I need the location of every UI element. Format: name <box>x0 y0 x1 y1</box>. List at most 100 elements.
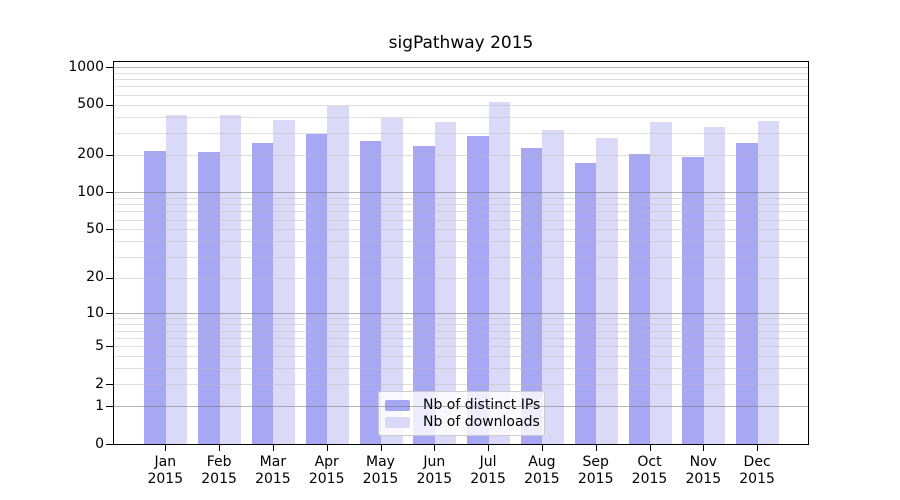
legend-label-distinct-ips: Nb of distinct IPs <box>423 397 541 413</box>
x-label-month: Jan <box>154 454 177 470</box>
minor-gridline <box>114 346 808 348</box>
minor-gridline <box>114 104 808 106</box>
y-axis-line <box>113 61 114 445</box>
bar-downloads-jul <box>488 102 511 444</box>
x-tick-label-jul: Jul 2015 <box>461 454 515 488</box>
x-tick <box>488 445 490 451</box>
x-label-year: 2015 <box>470 471 506 487</box>
top-spine <box>113 61 809 62</box>
y-tick <box>106 154 113 156</box>
minor-gridline <box>114 229 808 231</box>
bar-downloads-dec <box>757 121 780 444</box>
x-tick <box>219 445 221 451</box>
minor-gridline <box>114 94 808 96</box>
bar-distinct-ips-aug <box>520 148 543 444</box>
legend-item-downloads: Nb of downloads <box>385 414 540 430</box>
minor-gridline <box>114 318 808 320</box>
x-label-month: Oct <box>637 454 662 470</box>
x-tick-label-sep: Sep 2015 <box>569 454 623 488</box>
y-tick-label: 10 <box>86 304 104 321</box>
y-tick <box>106 104 113 106</box>
x-label-month: Apr <box>314 454 339 470</box>
legend-swatch-distinct-ips <box>385 399 410 411</box>
x-label-month: Jul <box>479 454 497 470</box>
legend: Nb of distinct IPs Nb of downloads <box>378 391 545 436</box>
x-label-month: Sep <box>582 454 609 470</box>
x-label-month: Nov <box>689 454 717 470</box>
minor-gridline <box>114 79 808 81</box>
y-tick <box>106 384 113 385</box>
x-axis-line <box>113 444 809 445</box>
y-tick-label: 500 <box>77 96 104 113</box>
bar-downloads-aug <box>542 129 564 444</box>
x-label-year: 2015 <box>739 471 775 487</box>
x-tick <box>165 445 167 451</box>
bar-distinct-ips-dec <box>736 142 758 444</box>
bar-downloads-apr <box>327 106 349 444</box>
x-tick-label-nov: Nov 2015 <box>676 454 730 488</box>
bar-distinct-ips-oct <box>628 154 650 444</box>
bar-downloads-nov <box>703 127 726 444</box>
legend-swatch-downloads <box>385 416 410 428</box>
bar-distinct-ips-may <box>359 140 381 444</box>
x-label-month: Feb <box>206 454 232 470</box>
x-label-year: 2015 <box>685 471 722 487</box>
minor-gridline <box>114 154 808 156</box>
y-tick-label: 200 <box>77 146 104 163</box>
y-tick-label: 1 <box>95 397 104 414</box>
major-gridline <box>114 67 808 68</box>
x-tick-label-apr: Apr 2015 <box>300 454 354 488</box>
minor-gridline <box>114 356 808 358</box>
bar-distinct-ips-jun <box>413 145 435 444</box>
x-tick <box>703 445 705 451</box>
minor-gridline <box>114 241 808 243</box>
legend-item-distinct-ips: Nb of distinct IPs <box>385 397 541 413</box>
y-tick-label: 0 <box>95 435 104 452</box>
minor-gridline <box>114 204 808 206</box>
y-tick <box>106 313 113 315</box>
x-label-month: Jun <box>423 454 446 470</box>
minor-gridline <box>114 330 808 332</box>
minor-gridline <box>114 116 808 118</box>
major-gridline <box>114 313 808 315</box>
bar-distinct-ips-jan <box>144 151 166 444</box>
x-tick <box>757 445 759 451</box>
plot-area: Nb of distinct IPs Nb of downloads 1000 5… <box>68 59 809 487</box>
x-label-year: 2015 <box>147 471 184 487</box>
minor-gridline <box>114 368 808 370</box>
y-tick-label: 1000 <box>68 58 104 75</box>
x-tick-label-jan: Jan 2015 <box>138 454 192 488</box>
right-spine <box>808 61 809 445</box>
y-tick <box>106 192 113 194</box>
y-tick-label: 5 <box>95 337 104 354</box>
x-tick-label-feb: Feb 2015 <box>192 454 246 488</box>
x-tick-label-mar: Mar 2015 <box>246 454 300 488</box>
minor-gridline <box>114 132 808 134</box>
x-tick-label-aug: Aug 2015 <box>515 454 569 488</box>
legend-label-downloads: Nb of downloads <box>423 414 540 430</box>
minor-gridline <box>114 277 808 279</box>
bar-downloads-jun <box>434 121 457 444</box>
x-label-year: 2015 <box>201 471 237 487</box>
minor-gridline <box>114 256 808 258</box>
x-label-month: May <box>366 454 395 470</box>
y-tick <box>106 277 113 279</box>
bar-distinct-ips-apr <box>305 134 328 444</box>
chart-title: sigPathway 2015 <box>388 33 534 53</box>
bar-downloads-feb <box>219 115 242 444</box>
minor-gridline <box>114 324 808 326</box>
minor-gridline <box>114 337 808 339</box>
x-tick <box>272 445 274 451</box>
y-tick-label: 20 <box>86 269 104 286</box>
x-tick <box>326 445 328 451</box>
x-tick <box>649 445 651 451</box>
x-tick <box>595 445 597 451</box>
x-tick-label-dec: Dec 2015 <box>730 454 784 488</box>
x-label-year: 2015 <box>362 471 399 487</box>
minor-gridline <box>114 86 808 88</box>
x-label-year: 2015 <box>577 471 614 487</box>
minor-gridline <box>114 72 808 74</box>
bar-downloads-may <box>381 118 403 444</box>
x-label-year: 2015 <box>255 471 291 487</box>
